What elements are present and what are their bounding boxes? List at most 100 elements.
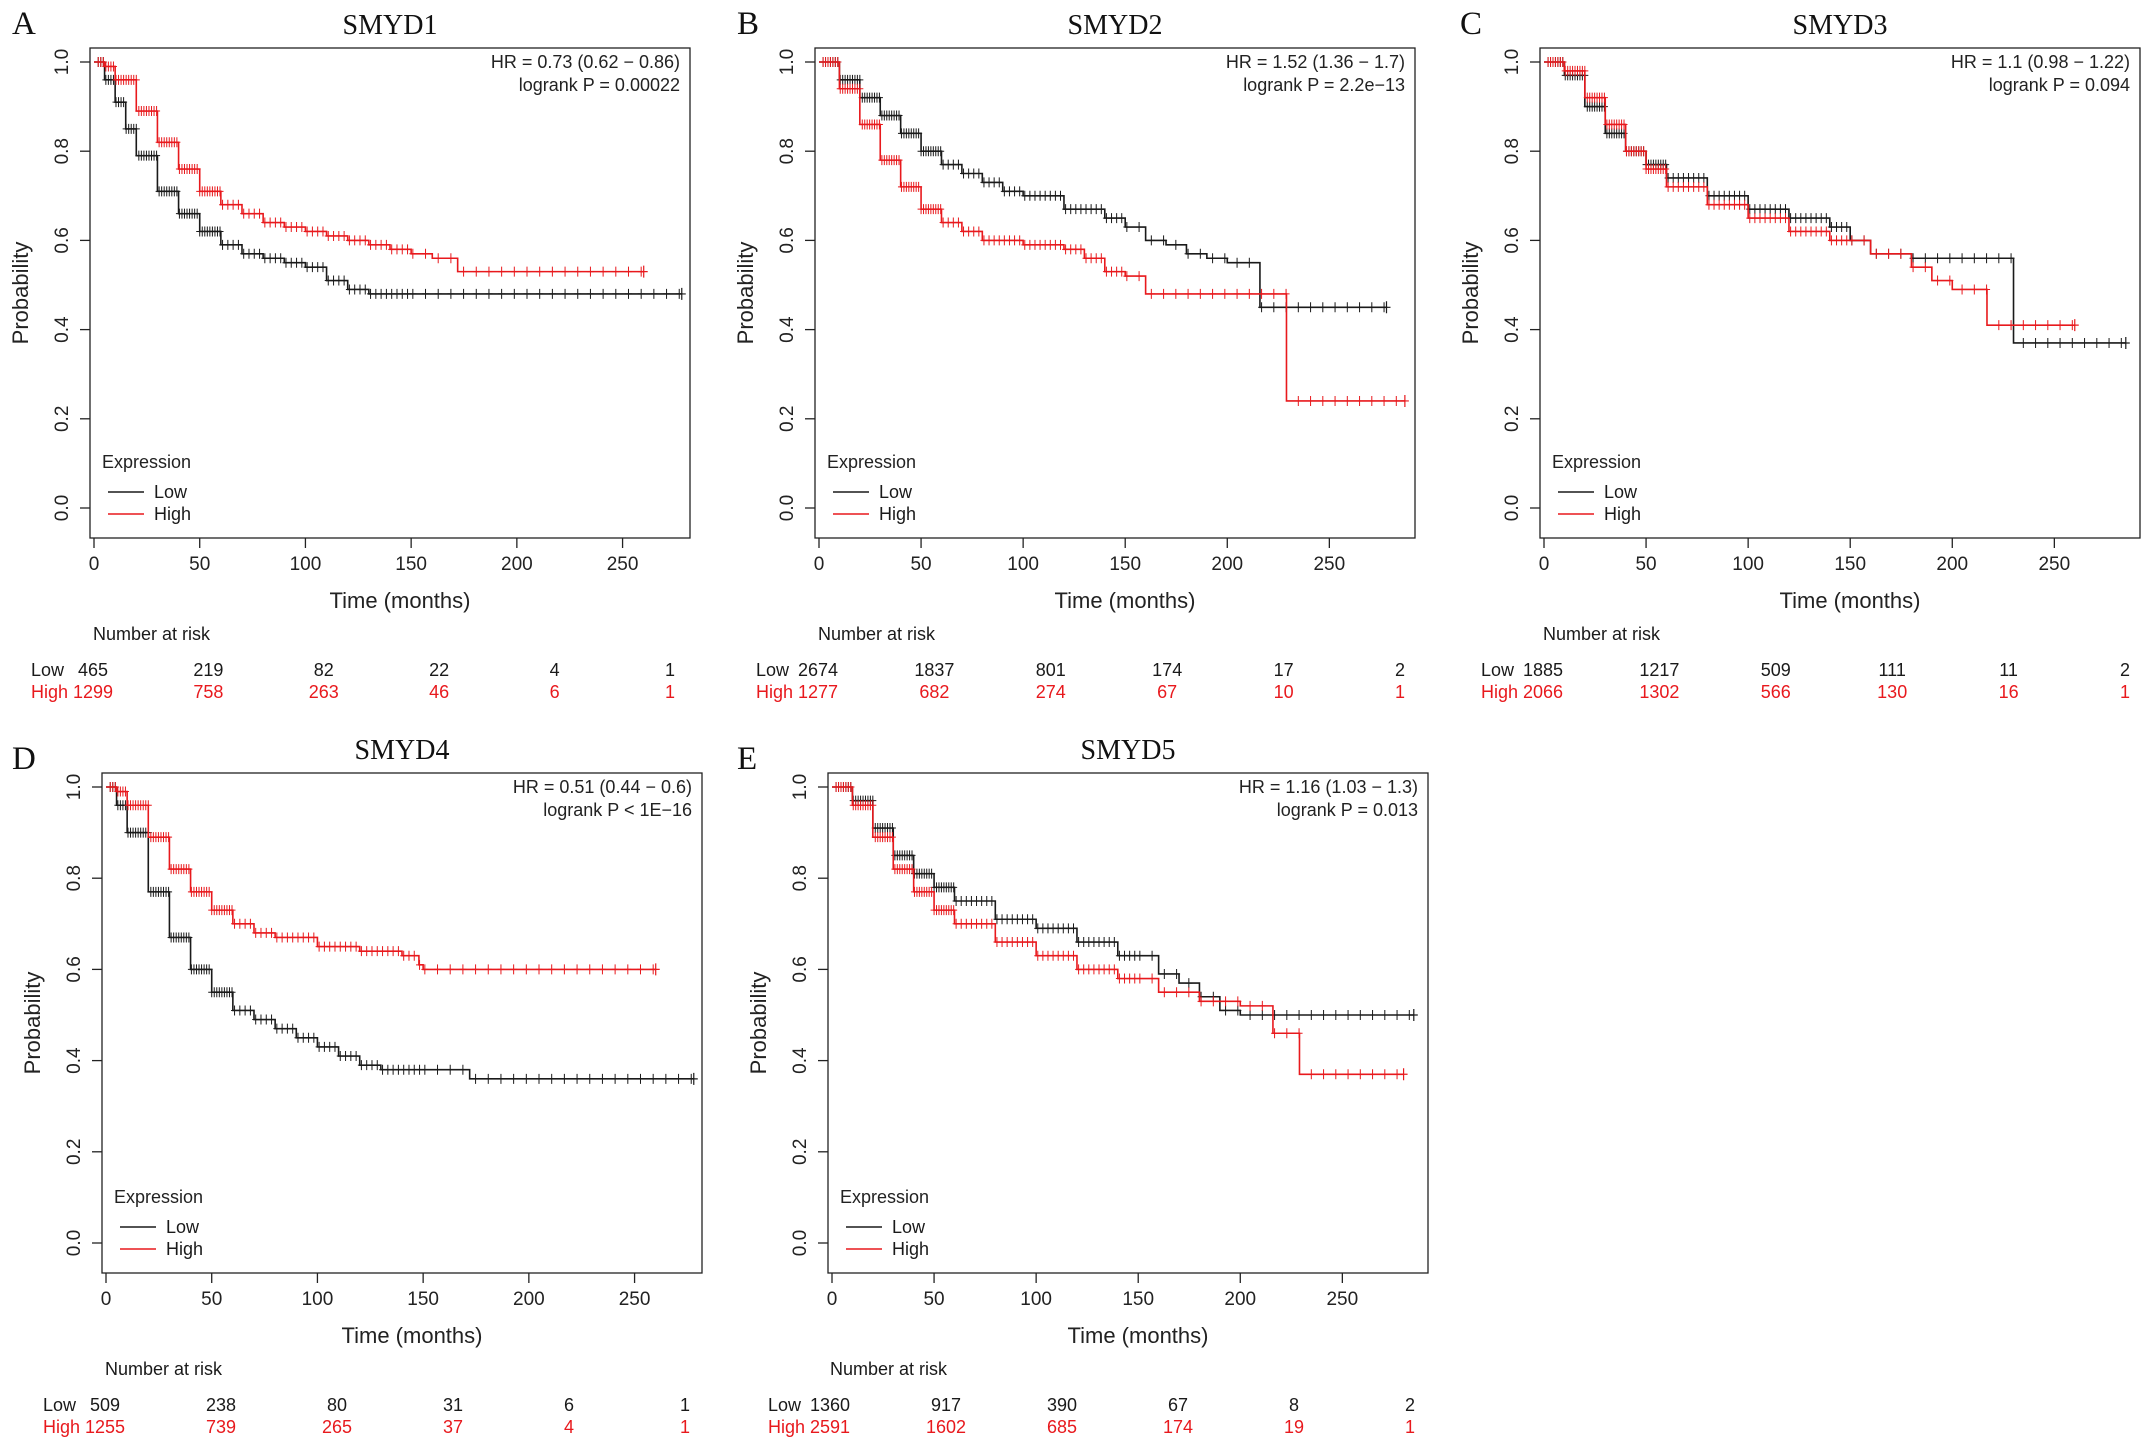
censor-mark xyxy=(1283,1010,1291,1020)
censor-mark xyxy=(1097,253,1105,264)
censor-mark xyxy=(523,288,531,299)
risk-count-high: 2591 xyxy=(810,1417,850,1437)
censor-mark xyxy=(662,1073,670,1084)
censor-mark xyxy=(895,110,903,121)
y-tick-label: 0.2 xyxy=(790,1139,811,1165)
panel-letter: B xyxy=(737,6,759,42)
hazard-ratio: HR = 1.52 (1.36 − 1.7) xyxy=(1226,52,1405,72)
censor-mark xyxy=(1600,101,1608,112)
censor-mark xyxy=(1741,190,1749,201)
censor-marks-low xyxy=(94,57,686,300)
censor-mark xyxy=(1123,271,1131,282)
censor-mark xyxy=(1885,248,1893,259)
censor-mark xyxy=(1172,239,1180,250)
censor-mark xyxy=(2105,337,2113,348)
censor-mark xyxy=(132,123,140,134)
censor-mark xyxy=(120,97,128,108)
risk-count-high: 37 xyxy=(443,1417,463,1437)
censor-mark xyxy=(663,288,671,299)
censor-mark xyxy=(1921,253,1929,264)
censor-mark xyxy=(624,288,632,299)
x-tick-label: 250 xyxy=(607,554,639,575)
censor-mark xyxy=(2044,320,2052,331)
censor-mark xyxy=(1070,923,1077,934)
censor-mark xyxy=(847,782,855,792)
censor-mark xyxy=(1295,1010,1303,1020)
censor-mark xyxy=(289,1023,297,1034)
legend-label-low: Low xyxy=(879,482,913,502)
risk-count-low: 1360 xyxy=(810,1395,850,1415)
censor-mark xyxy=(1270,288,1278,299)
risk-count-high: 1 xyxy=(2120,682,2130,702)
survival-curve-low xyxy=(832,786,1414,1016)
y-tick-label: 0.4 xyxy=(777,316,798,343)
censor-mark xyxy=(1319,302,1327,313)
censor-mark xyxy=(1700,181,1708,192)
censor-mark xyxy=(497,1073,505,1084)
censor-mark xyxy=(1110,964,1118,975)
censor-mark xyxy=(2007,320,2015,331)
risk-count-low: 17 xyxy=(1274,660,1294,680)
risk-label-low: Low xyxy=(1481,660,1515,680)
chart-title: SMYD4 xyxy=(355,735,450,766)
censor-mark xyxy=(185,932,193,943)
censor-mark xyxy=(1016,235,1024,246)
censor-mark xyxy=(1822,226,1830,237)
censor-mark xyxy=(1320,1010,1328,1020)
censor-mark xyxy=(915,181,923,192)
panel-a: A SMYD1 0.0 0.2 0.4 0.6 0.8 1.0 Probability 0 50 10… xyxy=(8,6,691,702)
x-tick-label: 0 xyxy=(89,554,100,575)
censor-mark xyxy=(1136,950,1144,961)
x-tick-label: 0 xyxy=(101,1289,112,1310)
censor-mark xyxy=(1234,1005,1242,1016)
censor-mark xyxy=(1393,1069,1401,1080)
censor-mark xyxy=(2019,320,2027,331)
censor-mark xyxy=(1600,92,1608,103)
censor-mark xyxy=(1909,262,1917,273)
censor-mark xyxy=(611,964,619,975)
censor-mark xyxy=(535,1073,543,1084)
censor-mark xyxy=(1221,288,1229,299)
censor-mark xyxy=(1209,996,1217,1007)
censor-mark xyxy=(394,946,402,957)
censor-mark xyxy=(586,266,594,277)
censor-mark xyxy=(1700,172,1708,183)
censor-mark xyxy=(1160,288,1168,299)
censor-mark xyxy=(649,1073,657,1084)
censor-mark xyxy=(888,832,896,843)
legend-title: Expression xyxy=(114,1187,203,1207)
legend-label-high: High xyxy=(166,1239,203,1259)
censor-mark xyxy=(1307,1069,1315,1080)
y-tick-label: 0.4 xyxy=(790,1047,811,1074)
risk-count-high: 46 xyxy=(429,682,449,702)
risk-label-high: High xyxy=(768,1417,805,1437)
x-tick-label: 200 xyxy=(1211,554,1243,575)
censor-mark xyxy=(1381,1069,1389,1080)
censor-mark xyxy=(1332,1069,1340,1080)
censor-mark xyxy=(1380,395,1388,406)
censor-mark xyxy=(1400,394,1409,407)
censor-mark xyxy=(612,266,620,277)
logrank-p: logrank P = 0.013 xyxy=(1277,800,1418,820)
censor-mark xyxy=(1148,973,1156,984)
censor-mark xyxy=(298,257,306,268)
risk-count-high: 1 xyxy=(665,682,675,702)
censor-mark xyxy=(1029,937,1037,948)
hazard-ratio: HR = 1.16 (1.03 − 1.3) xyxy=(1239,777,1418,797)
y-axis-title: Probability xyxy=(1458,242,1483,345)
y-tick-label: 0.2 xyxy=(64,1139,85,1165)
censor-mark xyxy=(561,266,569,277)
censor-mark xyxy=(1958,253,1966,264)
censor-mark xyxy=(975,226,983,237)
survival-curve-low xyxy=(106,786,694,1080)
x-tick-label: 250 xyxy=(2038,554,2070,575)
plot-frame xyxy=(1539,47,2141,539)
censor-mark xyxy=(875,119,883,130)
censor-mark xyxy=(1343,395,1351,406)
censor-mark xyxy=(1409,1009,1418,1021)
censor-mark xyxy=(1135,271,1143,282)
censor-mark xyxy=(1110,937,1118,948)
legend-label-high: High xyxy=(1604,504,1641,524)
risk-count-high: 682 xyxy=(919,682,949,702)
censor-mark xyxy=(256,208,264,219)
